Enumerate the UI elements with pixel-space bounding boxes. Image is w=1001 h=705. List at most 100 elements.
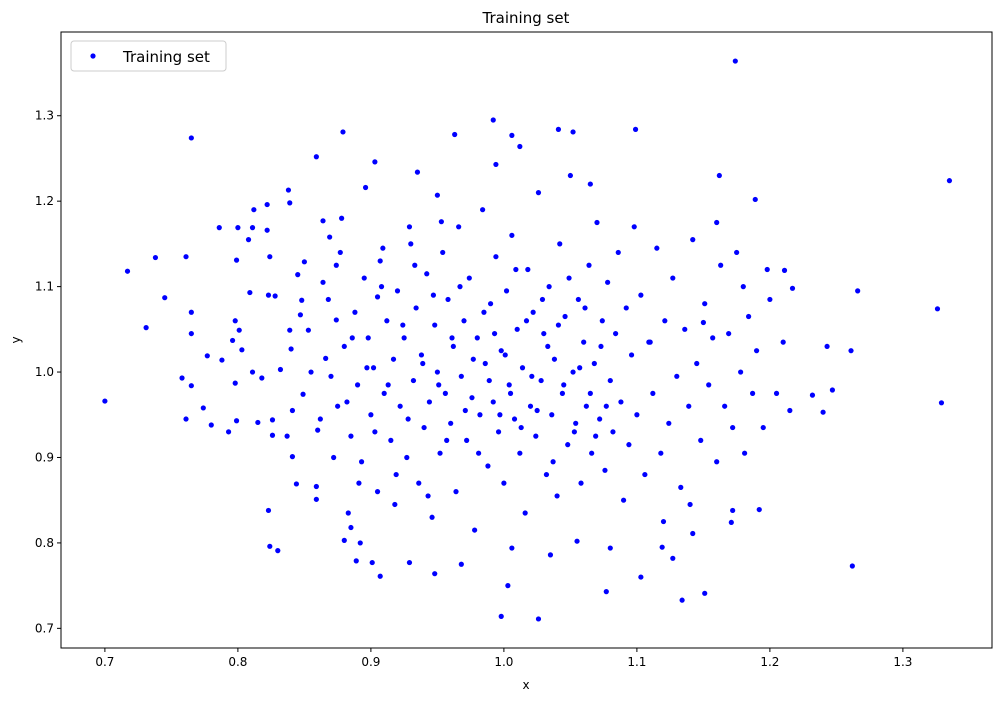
data-point xyxy=(687,501,693,508)
data-point xyxy=(934,306,941,312)
data-point xyxy=(682,326,688,332)
data-point xyxy=(458,561,464,567)
data-point xyxy=(476,450,482,456)
data-point xyxy=(491,330,498,337)
data-point xyxy=(249,369,256,375)
data-point xyxy=(714,459,720,465)
data-point xyxy=(773,390,780,396)
data-point xyxy=(299,297,305,303)
data-point xyxy=(179,375,185,381)
data-point xyxy=(233,257,240,263)
data-point xyxy=(698,437,704,443)
data-point xyxy=(753,348,760,354)
data-point xyxy=(323,355,329,361)
data-point xyxy=(824,343,830,350)
data-point xyxy=(348,524,354,531)
data-point xyxy=(566,275,572,281)
data-point xyxy=(686,403,692,409)
data-point xyxy=(674,373,680,379)
data-point xyxy=(603,589,609,595)
data-point xyxy=(591,360,597,367)
data-point xyxy=(124,268,131,274)
data-point xyxy=(384,318,390,324)
data-point xyxy=(578,480,584,486)
data-point xyxy=(390,356,397,362)
data-point xyxy=(855,288,861,294)
data-point xyxy=(469,395,475,401)
data-point xyxy=(615,249,621,256)
data-point xyxy=(562,313,568,320)
data-point xyxy=(535,616,542,622)
data-point xyxy=(400,322,406,328)
data-point xyxy=(448,420,454,426)
data-point xyxy=(602,467,608,473)
data-point xyxy=(787,407,793,414)
data-point xyxy=(340,129,346,135)
data-point xyxy=(289,407,296,414)
data-point xyxy=(267,543,273,549)
data-point xyxy=(405,416,411,422)
data-point xyxy=(594,219,600,226)
data-point xyxy=(288,346,294,352)
data-point xyxy=(456,224,462,230)
data-point xyxy=(461,318,467,324)
y-axis: 0.7 0.8 0.9 1.0 1.1 1.2 1.3 xyxy=(35,109,61,635)
data-point xyxy=(498,613,504,619)
data-point xyxy=(462,407,468,414)
data-point xyxy=(534,407,540,414)
data-point xyxy=(654,245,660,251)
data-point xyxy=(362,184,369,191)
data-point xyxy=(265,507,272,514)
data-point xyxy=(670,555,676,561)
data-point xyxy=(472,527,478,533)
data-point xyxy=(503,288,510,294)
legend-marker xyxy=(90,53,96,59)
data-point xyxy=(848,348,854,354)
data-point xyxy=(444,437,450,443)
data-point xyxy=(204,353,210,359)
data-point xyxy=(543,471,550,478)
data-point xyxy=(341,537,347,543)
data-point xyxy=(559,390,566,396)
x-tick-label: 0.8 xyxy=(228,655,247,669)
chart-title: Training set xyxy=(482,9,570,27)
data-point xyxy=(412,262,418,268)
data-point xyxy=(535,190,542,196)
data-point xyxy=(514,326,520,332)
data-point xyxy=(730,424,736,431)
data-point xyxy=(626,442,632,448)
data-point xyxy=(506,382,512,388)
data-point xyxy=(287,200,293,206)
data-point xyxy=(394,288,401,294)
data-point xyxy=(200,405,206,411)
data-point xyxy=(385,382,391,388)
data-point xyxy=(188,330,194,337)
data-point xyxy=(849,563,855,569)
data-point xyxy=(598,343,604,350)
data-point xyxy=(613,330,619,337)
data-point xyxy=(229,337,236,344)
data-point xyxy=(509,232,515,238)
data-point xyxy=(434,192,440,198)
data-point xyxy=(538,377,544,384)
data-point xyxy=(658,450,664,456)
data-point xyxy=(557,241,563,247)
data-point xyxy=(251,207,257,213)
data-point xyxy=(301,259,307,265)
data-point xyxy=(546,284,552,290)
data-point xyxy=(666,420,672,426)
data-point xyxy=(549,412,555,418)
data-point xyxy=(361,275,367,281)
data-point xyxy=(337,249,343,256)
data-point xyxy=(353,558,359,564)
y-tick-label: 1.2 xyxy=(35,194,54,208)
data-point xyxy=(582,305,588,311)
data-point xyxy=(432,571,438,577)
data-point xyxy=(358,459,365,465)
y-tick-label: 0.9 xyxy=(35,450,54,464)
data-point xyxy=(638,292,644,298)
data-point xyxy=(519,365,526,371)
x-tick-label: 1.1 xyxy=(627,655,646,669)
data-point xyxy=(364,365,370,371)
